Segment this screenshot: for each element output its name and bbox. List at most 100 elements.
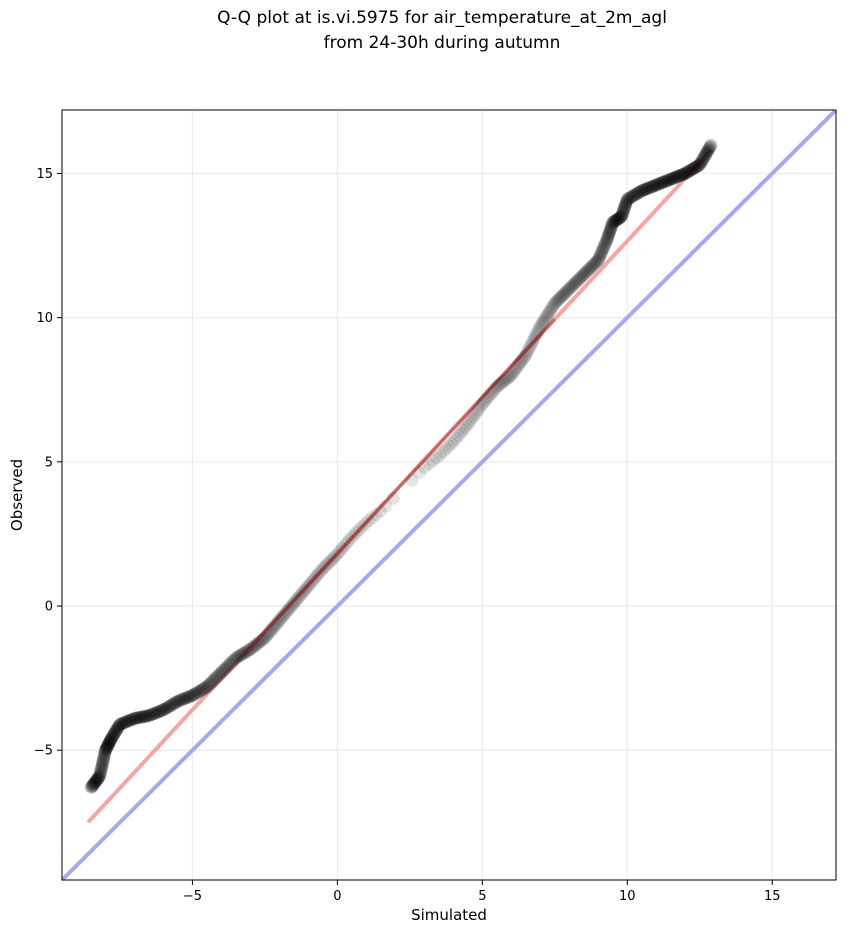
data-point <box>258 631 272 645</box>
data-point <box>541 307 555 321</box>
data-point <box>607 214 621 228</box>
data-point <box>439 442 453 456</box>
data-point <box>127 712 141 726</box>
data-point <box>153 704 167 718</box>
data-point <box>327 550 341 564</box>
data-point <box>613 210 627 224</box>
data-point <box>207 672 221 686</box>
data-point <box>602 227 616 241</box>
data-point <box>145 707 159 721</box>
data-point <box>93 767 107 781</box>
data-point <box>616 205 630 219</box>
data-point <box>93 769 107 783</box>
data-point <box>292 590 306 604</box>
data-point <box>289 594 303 608</box>
data-point <box>635 184 649 198</box>
data-point <box>101 739 115 753</box>
data-point <box>179 691 193 705</box>
data-point <box>535 317 549 331</box>
data-point <box>470 405 484 419</box>
data-point <box>593 248 607 262</box>
data-point <box>692 158 706 172</box>
data-point <box>549 295 563 309</box>
data-point <box>527 332 541 346</box>
data-point <box>533 319 547 333</box>
data-point <box>196 682 210 696</box>
data-point <box>369 508 383 522</box>
data-point <box>704 139 718 153</box>
data-point <box>155 703 169 717</box>
data-point <box>592 252 606 266</box>
data-point <box>232 649 246 663</box>
data-point <box>88 776 102 789</box>
data-point <box>539 311 553 325</box>
data-point <box>325 552 339 566</box>
data-point <box>692 158 706 172</box>
data-point <box>277 607 291 621</box>
data-point <box>633 185 647 199</box>
data-point <box>564 281 578 295</box>
data-point <box>191 685 205 699</box>
data-point <box>87 777 101 791</box>
data-point <box>683 164 697 178</box>
data-point <box>619 195 633 209</box>
data-point <box>638 183 652 197</box>
data-point <box>92 770 106 784</box>
data-point <box>91 771 105 785</box>
data-point <box>236 647 250 661</box>
data-point <box>681 165 695 179</box>
data-point <box>137 710 151 724</box>
data-point <box>199 680 213 694</box>
data-point <box>88 775 102 789</box>
data-point <box>582 262 596 276</box>
data-point <box>670 170 684 184</box>
data-point <box>643 180 657 194</box>
data-point <box>667 171 681 185</box>
data-point <box>149 706 163 720</box>
data-point <box>672 169 686 183</box>
data-point <box>98 745 112 759</box>
data-point <box>300 580 314 594</box>
data-point <box>299 582 313 596</box>
data-point <box>458 421 472 435</box>
y-tick-label: 10 <box>36 311 53 326</box>
data-point <box>676 167 690 181</box>
data-point <box>513 357 527 371</box>
data-point <box>616 204 630 218</box>
data-point <box>671 169 685 183</box>
data-point <box>697 151 711 165</box>
data-point <box>665 172 679 186</box>
data-point <box>222 658 236 672</box>
data-point <box>273 613 287 627</box>
data-point <box>580 264 594 278</box>
data-point <box>125 712 139 726</box>
data-point <box>335 541 349 555</box>
data-point <box>94 764 108 778</box>
data-point <box>147 706 161 720</box>
data-point <box>123 713 137 727</box>
data-point <box>101 738 115 752</box>
data-point <box>617 202 631 216</box>
data-point <box>237 646 251 660</box>
data-point <box>361 514 375 528</box>
data-point <box>648 178 662 192</box>
data-point <box>600 233 614 247</box>
data-point <box>520 346 534 360</box>
y-tick-label: 0 <box>45 600 53 615</box>
data-point <box>614 210 628 224</box>
data-point <box>548 296 562 310</box>
data-point <box>436 445 450 459</box>
data-point <box>231 650 244 664</box>
data-point <box>537 314 551 328</box>
data-point <box>700 146 714 160</box>
data-point <box>106 729 120 743</box>
data-point <box>373 504 387 518</box>
data-point <box>657 175 671 189</box>
data-point <box>658 174 672 188</box>
data-point <box>620 194 634 208</box>
data-point <box>285 598 299 612</box>
data-point <box>703 139 717 153</box>
data-point <box>105 731 119 745</box>
data-point <box>102 736 116 750</box>
data-point <box>576 268 590 282</box>
